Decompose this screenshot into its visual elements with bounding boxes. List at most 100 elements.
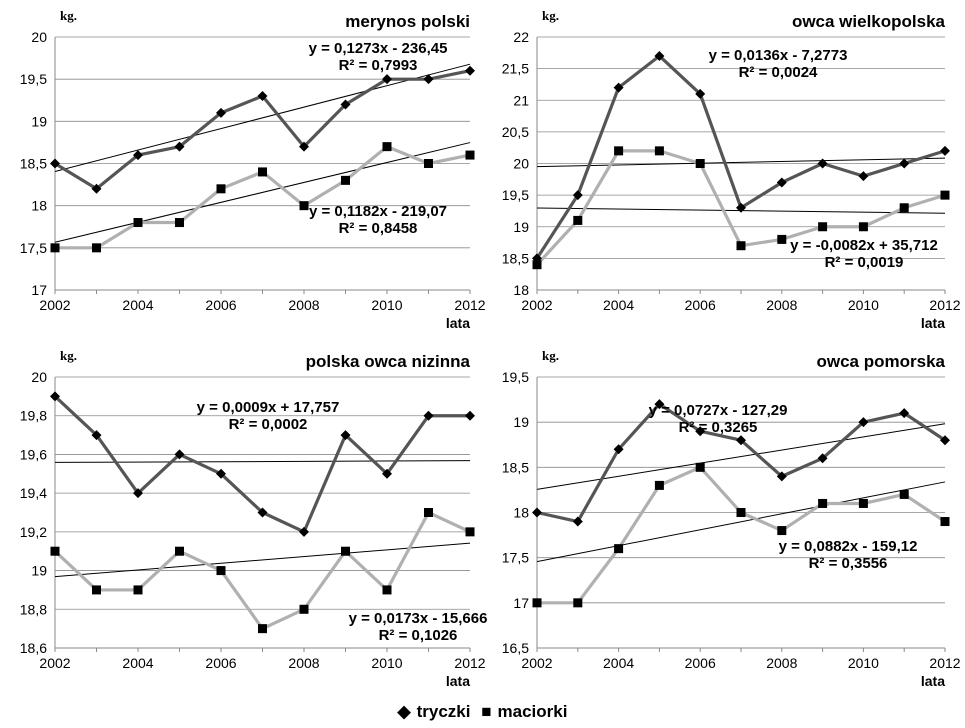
y-tick-label: 20 — [31, 29, 47, 45]
y-tick-label: 22 — [513, 29, 529, 45]
data-point-tryczki — [174, 141, 185, 152]
data-point-maciorki — [654, 480, 664, 490]
y-tick-label: 20 — [31, 369, 47, 385]
data-point-maciorki — [92, 243, 101, 253]
chart-title: owca pomorska — [817, 352, 946, 371]
data-point-tryczki — [695, 88, 706, 99]
x-tick-label: 2002 — [39, 297, 70, 313]
y-tick-label: 19,5 — [502, 187, 529, 203]
x-tick-label: 2006 — [685, 655, 716, 671]
y-tick-label: 19,5 — [502, 369, 529, 385]
y-tick-label: 19 — [513, 219, 529, 235]
x-tick-label: 2008 — [288, 297, 319, 313]
data-point-tryczki — [91, 430, 102, 441]
legend-marker-tryczki: ◆ — [397, 702, 411, 721]
data-point-maciorki — [614, 146, 624, 156]
x-axis-label: lata — [921, 673, 945, 689]
data-point-maciorki — [341, 546, 350, 556]
y-tick-label: 17 — [31, 282, 47, 298]
data-point-tryczki — [736, 202, 746, 213]
data-point-tryczki — [216, 107, 226, 118]
y-axis-label: kg. — [542, 348, 559, 363]
y-tick-label: 18 — [31, 198, 47, 214]
data-point-maciorki — [299, 201, 309, 211]
data-point-tryczki — [858, 417, 869, 428]
data-point-maciorki — [940, 190, 950, 200]
x-tick-label: 2008 — [766, 297, 797, 313]
y-tick-label: 21,5 — [502, 61, 529, 77]
trend-equation-tryczki: y = 0,0727x - 127,29 — [649, 402, 788, 419]
data-point-tryczki — [572, 516, 583, 527]
x-tick-label: 2004 — [122, 655, 153, 671]
series-line-tryczki — [535, 54, 946, 260]
data-point-tryczki — [736, 435, 746, 446]
data-point-tryczki — [257, 91, 268, 102]
data-point-tryczki — [776, 471, 787, 482]
data-point-maciorki — [258, 624, 267, 634]
y-tick-label: 20 — [513, 156, 529, 172]
data-point-tryczki — [940, 145, 950, 156]
y-tick-label: 19,2 — [20, 524, 47, 540]
y-tick-label: 19,6 — [20, 446, 47, 462]
data-point-maciorki — [175, 546, 184, 556]
data-point-tryczki — [340, 430, 351, 441]
data-point-maciorki — [899, 203, 909, 213]
trendline-tryczki — [536, 423, 946, 490]
data-point-tryczki — [91, 183, 102, 194]
data-point-maciorki — [695, 462, 705, 472]
x-tick-label: 2002 — [521, 655, 552, 671]
x-tick-label: 2012 — [454, 655, 485, 671]
y-tick-label: 21 — [513, 92, 529, 108]
trendline-maciorki — [54, 142, 471, 243]
data-point-tryczki — [817, 453, 828, 464]
data-point-maciorki — [133, 585, 143, 595]
trendline-tryczki — [54, 63, 471, 173]
trendline-tryczki — [536, 157, 946, 168]
data-point-maciorki — [532, 260, 542, 270]
trend-r2-tryczki: R² = 0,7993 — [339, 57, 418, 74]
x-tick-label: 2004 — [122, 297, 153, 313]
x-tick-label: 2008 — [288, 655, 319, 671]
data-point-maciorki — [216, 184, 226, 194]
trend-r2-tryczki: R² = 0,3265 — [679, 419, 758, 436]
y-tick-label: 19,8 — [20, 408, 47, 424]
data-point-tryczki — [776, 177, 787, 188]
data-point-maciorki — [465, 527, 475, 537]
data-point-maciorki — [695, 159, 705, 168]
trend-r2-maciorki: R² = 0,3556 — [809, 555, 888, 572]
y-tick-label: 19 — [31, 563, 47, 579]
y-axis-label: kg. — [60, 348, 77, 363]
data-point-tryczki — [532, 507, 542, 518]
data-point-tryczki — [613, 444, 624, 455]
data-point-tryczki — [133, 488, 143, 499]
x-axis-label: lata — [446, 315, 470, 331]
y-axis-label: kg. — [542, 8, 559, 23]
legend-label-maciorki: maciorki — [497, 702, 568, 721]
y-tick-label: 18 — [513, 282, 529, 298]
y-tick-label: 18 — [513, 505, 529, 521]
trend-r2-tryczki: R² = 0,0024 — [739, 64, 818, 81]
data-point-tryczki — [382, 468, 392, 479]
data-point-maciorki — [858, 498, 868, 508]
data-point-tryczki — [50, 391, 60, 402]
data-point-maciorki — [573, 598, 583, 608]
data-point-maciorki — [777, 234, 787, 244]
data-point-maciorki — [940, 517, 950, 527]
y-tick-label: 17,5 — [502, 550, 529, 566]
x-tick-label: 2012 — [929, 655, 960, 671]
trend-r2-maciorki: R² = 0,8458 — [339, 220, 418, 237]
x-tick-label: 2002 — [39, 655, 70, 671]
data-point-tryczki — [257, 507, 268, 518]
data-point-maciorki — [654, 146, 664, 156]
chart-title: owca wielkopolska — [792, 12, 946, 31]
trend-equation-tryczki: y = 0,0009x + 17,757 — [197, 399, 340, 416]
y-tick-label: 18,8 — [20, 601, 47, 617]
x-tick-label: 2002 — [521, 297, 552, 313]
trend-equation-maciorki: y = -0,0082x + 35,712 — [790, 237, 938, 254]
data-point-tryczki — [695, 426, 706, 437]
data-point-tryczki — [858, 171, 869, 182]
x-tick-label: 2008 — [766, 655, 797, 671]
trend-r2-tryczki: R² = 0,0002 — [229, 416, 308, 433]
y-tick-label: 16,5 — [502, 640, 529, 656]
